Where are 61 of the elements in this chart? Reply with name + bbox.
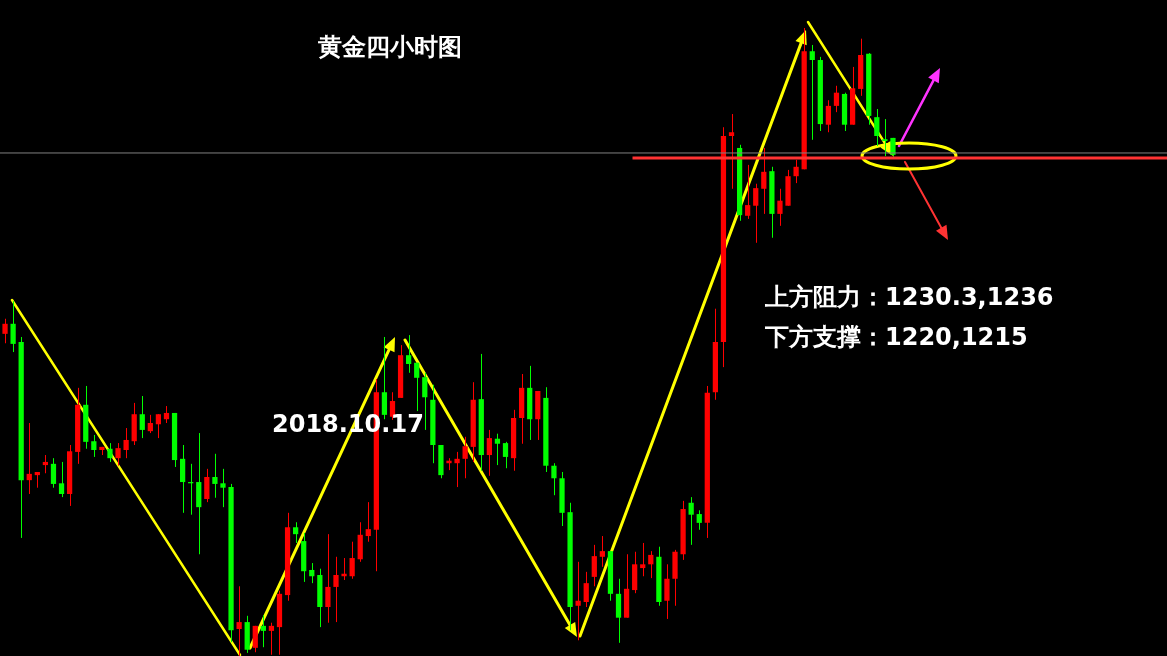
candlestick bbox=[325, 533, 331, 624]
candlestick bbox=[2, 318, 8, 344]
candlestick bbox=[260, 614, 266, 648]
candlestick bbox=[615, 578, 622, 644]
candlestick bbox=[462, 436, 468, 479]
candlestick bbox=[648, 550, 654, 579]
candlestick bbox=[486, 429, 492, 477]
candlestick bbox=[252, 625, 258, 653]
candlestick bbox=[753, 183, 759, 244]
candlestick bbox=[833, 85, 840, 113]
candlestick bbox=[551, 462, 557, 496]
candlestick bbox=[58, 461, 65, 498]
candlestick bbox=[414, 362, 420, 412]
candlestick bbox=[91, 434, 97, 458]
candlestick bbox=[107, 442, 113, 463]
candlestick bbox=[583, 571, 589, 608]
candlestick bbox=[494, 433, 501, 466]
candlestick bbox=[349, 541, 355, 580]
candlestick bbox=[309, 562, 315, 584]
candlestick bbox=[50, 457, 57, 489]
candlestick bbox=[825, 99, 832, 133]
candlestick bbox=[882, 118, 888, 157]
candlestick bbox=[268, 622, 275, 656]
candlestick bbox=[123, 427, 129, 459]
candlestick bbox=[115, 442, 121, 467]
candlestick bbox=[640, 542, 646, 577]
candlestick bbox=[333, 556, 339, 623]
candlestick bbox=[42, 454, 49, 474]
candlestick bbox=[809, 44, 815, 141]
candlestick bbox=[236, 585, 242, 656]
candlestick bbox=[10, 300, 16, 353]
chart-title: 黄金四小时图 bbox=[318, 32, 462, 62]
candlestick bbox=[204, 468, 210, 503]
candlestick bbox=[365, 501, 371, 543]
candlestick bbox=[874, 108, 880, 147]
annotation: 下方支撑：1220,1215 bbox=[765, 322, 1028, 352]
candlestick bbox=[147, 414, 153, 434]
candlestick bbox=[502, 441, 509, 469]
candlestick bbox=[761, 147, 767, 215]
candlestick bbox=[688, 496, 694, 546]
candlestick bbox=[777, 188, 783, 227]
candlestick bbox=[341, 557, 347, 581]
candlestick bbox=[696, 509, 702, 531]
candlestick bbox=[139, 395, 145, 439]
candlestick bbox=[220, 468, 226, 508]
candlestick bbox=[293, 521, 299, 544]
candlestick bbox=[26, 422, 32, 495]
candlestick bbox=[591, 544, 597, 587]
candlestick bbox=[180, 444, 186, 514]
candlestick bbox=[212, 453, 218, 499]
candlestick bbox=[599, 535, 605, 568]
candlestick bbox=[575, 561, 581, 641]
candlestick bbox=[728, 113, 735, 190]
candlestick bbox=[422, 372, 428, 431]
annotation: 上方阻力：1230.3,1236 bbox=[765, 282, 1054, 312]
candlestick bbox=[664, 563, 670, 620]
candlestick bbox=[155, 413, 162, 439]
candlestick bbox=[454, 451, 460, 488]
candlestick bbox=[406, 334, 412, 374]
candlestick bbox=[793, 159, 799, 184]
candlestick bbox=[745, 164, 751, 220]
